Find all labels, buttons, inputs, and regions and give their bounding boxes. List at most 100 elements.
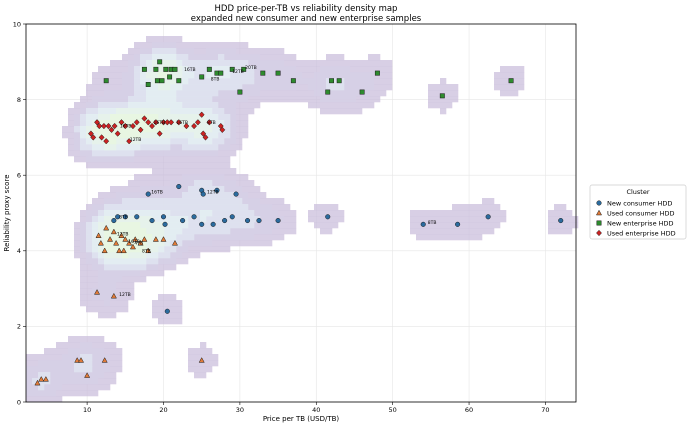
density-cell [26, 390, 57, 397]
density-cell [68, 348, 105, 355]
density-cell [428, 90, 459, 97]
data-point [132, 236, 139, 242]
density-cell [428, 84, 459, 91]
density-cell [152, 48, 177, 55]
density-cell [92, 288, 117, 295]
data-point [103, 138, 110, 145]
density-cell [104, 228, 147, 235]
data-point [200, 130, 207, 137]
series-new-enterprise-hdd [103, 59, 514, 99]
point-label: 16TB [120, 124, 132, 130]
data-point [157, 59, 163, 65]
legend-label: Used consumer HDD [607, 209, 674, 217]
density-cell [104, 138, 117, 145]
data-point [154, 78, 160, 84]
data-point [114, 130, 121, 137]
data-point [206, 119, 213, 126]
density-cell [410, 222, 501, 229]
point-label: 16TB [154, 120, 166, 126]
data-point [87, 130, 94, 137]
data-point [229, 214, 235, 220]
x-tick-label: 70 [541, 406, 549, 414]
density-cell [86, 156, 135, 163]
density-cell [410, 216, 507, 223]
data-point [130, 122, 136, 130]
data-point [126, 138, 133, 145]
point-label: 8TB [207, 120, 216, 126]
x-tick-label: 20 [159, 406, 167, 414]
density-cell [152, 312, 183, 319]
density-cell [314, 204, 339, 211]
data-point [100, 122, 107, 130]
density-cell [440, 108, 447, 115]
legend-marker [596, 200, 602, 206]
density-cell [182, 144, 219, 151]
data-point [160, 214, 167, 220]
y-tick-label: 4 [17, 247, 21, 255]
data-point [244, 218, 251, 224]
point-label: 16TB [128, 239, 140, 245]
density-cell [86, 306, 129, 313]
density-cell [74, 156, 231, 163]
density-cell [26, 372, 105, 379]
density-cell [548, 222, 579, 229]
density-cell [548, 228, 573, 235]
data-point [126, 239, 133, 246]
data-point [485, 214, 491, 220]
point-label: 16TB [151, 190, 163, 196]
density-cell [218, 54, 225, 61]
data-point [260, 70, 266, 76]
density-cell [308, 210, 345, 217]
data-point [137, 126, 144, 134]
density-cell [74, 366, 93, 373]
density-cell [152, 54, 177, 61]
density-cell [146, 90, 177, 97]
x-tick-label: 60 [465, 406, 473, 414]
data-point [160, 236, 167, 242]
density-cell [308, 216, 345, 223]
legend-marker [596, 220, 602, 226]
data-point [359, 89, 365, 95]
density-cell [410, 210, 507, 217]
density-cell [500, 66, 525, 73]
density-cell [188, 360, 219, 367]
y-axis-ticks: 0 2 4 6 8 10 [13, 20, 26, 406]
data-point [336, 78, 342, 84]
data-point [96, 122, 103, 130]
data-point [164, 308, 170, 314]
density-cell [200, 342, 207, 349]
data-point [118, 232, 125, 238]
density-cell [188, 366, 213, 373]
density-cell [494, 72, 525, 79]
data-point [191, 122, 197, 130]
density-cell [428, 96, 459, 103]
data-point [134, 214, 140, 220]
y-axis-label: Reliability proxy score [3, 175, 11, 252]
density-cell [182, 192, 237, 199]
data-point [74, 357, 81, 363]
density-cell [152, 42, 177, 49]
data-point [237, 89, 243, 95]
data-point [194, 119, 201, 126]
density-cell [152, 300, 183, 307]
data-point [122, 214, 128, 220]
data-point [329, 78, 335, 84]
legend-label: New consumer HDD [607, 199, 672, 207]
legend-label: New enterprise HDD [607, 219, 674, 227]
density-cell [140, 60, 249, 67]
x-tick-label: 50 [389, 406, 397, 414]
density-cell [548, 216, 579, 223]
data-point [137, 239, 144, 246]
data-point [163, 66, 169, 72]
data-point [133, 119, 140, 126]
x-axis-label: Price per TB (USD/TB) [263, 415, 340, 423]
density-cell [314, 90, 369, 97]
density-cell [104, 264, 147, 271]
density-cell [146, 36, 183, 43]
density-cell [134, 84, 243, 91]
data-point [172, 66, 178, 72]
density-cell [428, 102, 453, 109]
data-point [103, 224, 110, 231]
data-point [149, 218, 155, 224]
